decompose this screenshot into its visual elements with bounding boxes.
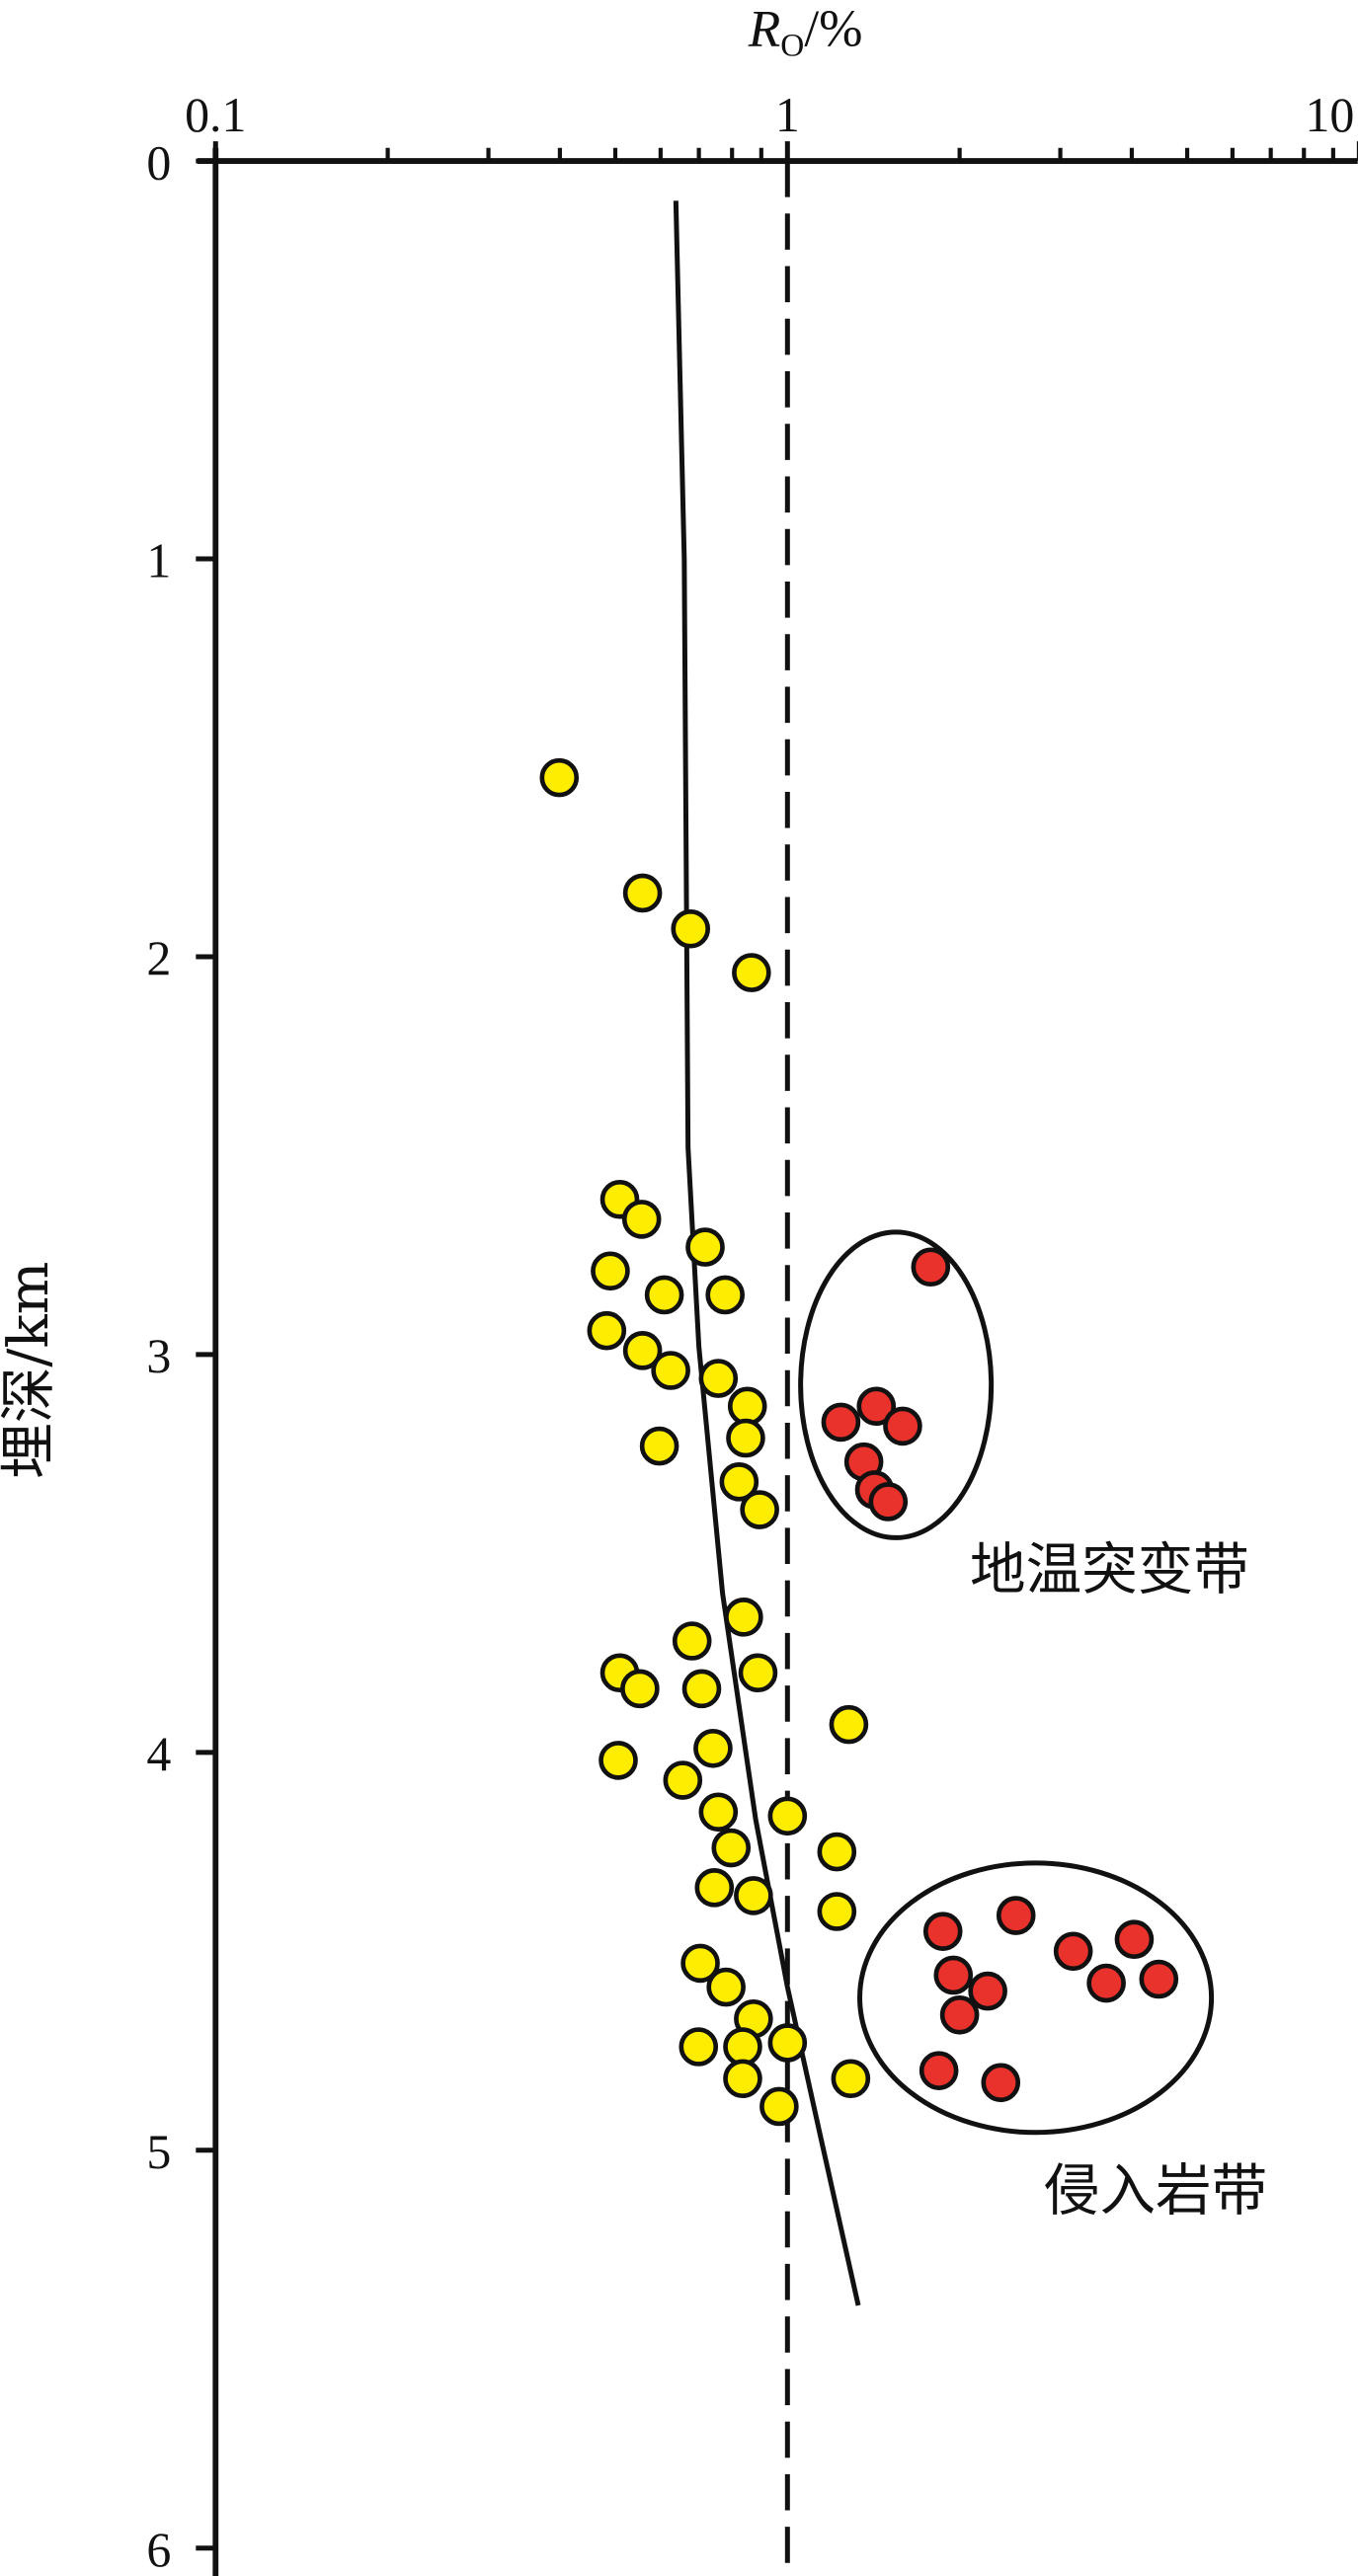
point: [817, 1832, 857, 1872]
point: [933, 1955, 974, 1995]
point: [738, 1653, 778, 1693]
x-tick-label: 0.1: [185, 88, 246, 142]
point: [829, 1704, 869, 1745]
point: [621, 1200, 662, 1239]
point: [620, 1669, 660, 1709]
y-tick-label: 0: [146, 135, 171, 190]
point: [1139, 1959, 1179, 1999]
point: [911, 1247, 951, 1288]
point: [539, 757, 580, 798]
zone-ellipse: [857, 1860, 1215, 2136]
y-tick-label: 1: [146, 533, 171, 587]
point: [711, 1828, 752, 1868]
point: [968, 1971, 1007, 2011]
point: [672, 1621, 712, 1661]
y-tick-label: 4: [146, 1727, 171, 1781]
point: [1114, 1919, 1155, 1960]
point: [939, 1994, 980, 2035]
point: [706, 1967, 746, 2007]
x-label-symbol: R: [748, 0, 781, 58]
point: [693, 1729, 733, 1768]
point: [644, 1275, 684, 1315]
point: [831, 2059, 871, 2099]
y-tick-label: 5: [146, 2125, 171, 2179]
point: [767, 2023, 808, 2063]
annotation: 地温突变带: [970, 1537, 1249, 1602]
point: [622, 1331, 663, 1370]
point: [723, 2059, 762, 2099]
point: [726, 1418, 765, 1458]
point: [727, 1386, 767, 1427]
x-label-unit: /%: [804, 0, 862, 58]
point: [599, 1741, 638, 1780]
x-axis-label: RO/%: [748, 0, 863, 64]
trend-line: [673, 200, 861, 2306]
point: [868, 1482, 909, 1522]
point: [996, 1896, 1036, 1935]
zone-ellipse: [798, 1229, 995, 1540]
x-tick-label: 1: [775, 88, 800, 142]
point: [698, 1359, 739, 1398]
point: [694, 1868, 735, 1908]
point: [724, 1598, 763, 1637]
point: [817, 1892, 857, 1931]
point: [734, 1876, 773, 1915]
point: [685, 1227, 725, 1267]
point: [1053, 1931, 1093, 1972]
point: [981, 2063, 1021, 2103]
point: [622, 873, 663, 913]
point: [698, 1792, 739, 1833]
point: [723, 2027, 762, 2067]
point: [639, 1426, 679, 1466]
point: [663, 1760, 703, 1800]
point: [856, 1386, 897, 1427]
point: [821, 1402, 861, 1443]
point: [651, 1351, 690, 1390]
y-axis-label: 埋深/km: [0, 1262, 61, 1479]
point: [759, 2086, 799, 2127]
annotation: 侵入岩带: [1044, 2158, 1267, 2224]
point: [922, 1912, 963, 1951]
point: [681, 1669, 722, 1709]
point: [705, 1275, 745, 1315]
point: [679, 2027, 719, 2067]
point: [732, 953, 771, 992]
point: [919, 2051, 959, 2090]
x-label-subscript: O: [780, 28, 804, 64]
point: [591, 1251, 630, 1291]
point: [767, 1796, 808, 1836]
point: [883, 1406, 922, 1446]
y-tick-label: 2: [146, 931, 171, 985]
point: [587, 1310, 627, 1351]
point: [719, 1462, 759, 1502]
point: [680, 1943, 720, 1984]
point: [671, 908, 711, 949]
x-tick-label: 10: [1305, 88, 1354, 142]
point: [740, 1490, 779, 1529]
point: [1086, 1963, 1126, 2003]
y-tick-label: 6: [146, 2523, 171, 2576]
y-tick-label: 3: [146, 1329, 171, 1383]
